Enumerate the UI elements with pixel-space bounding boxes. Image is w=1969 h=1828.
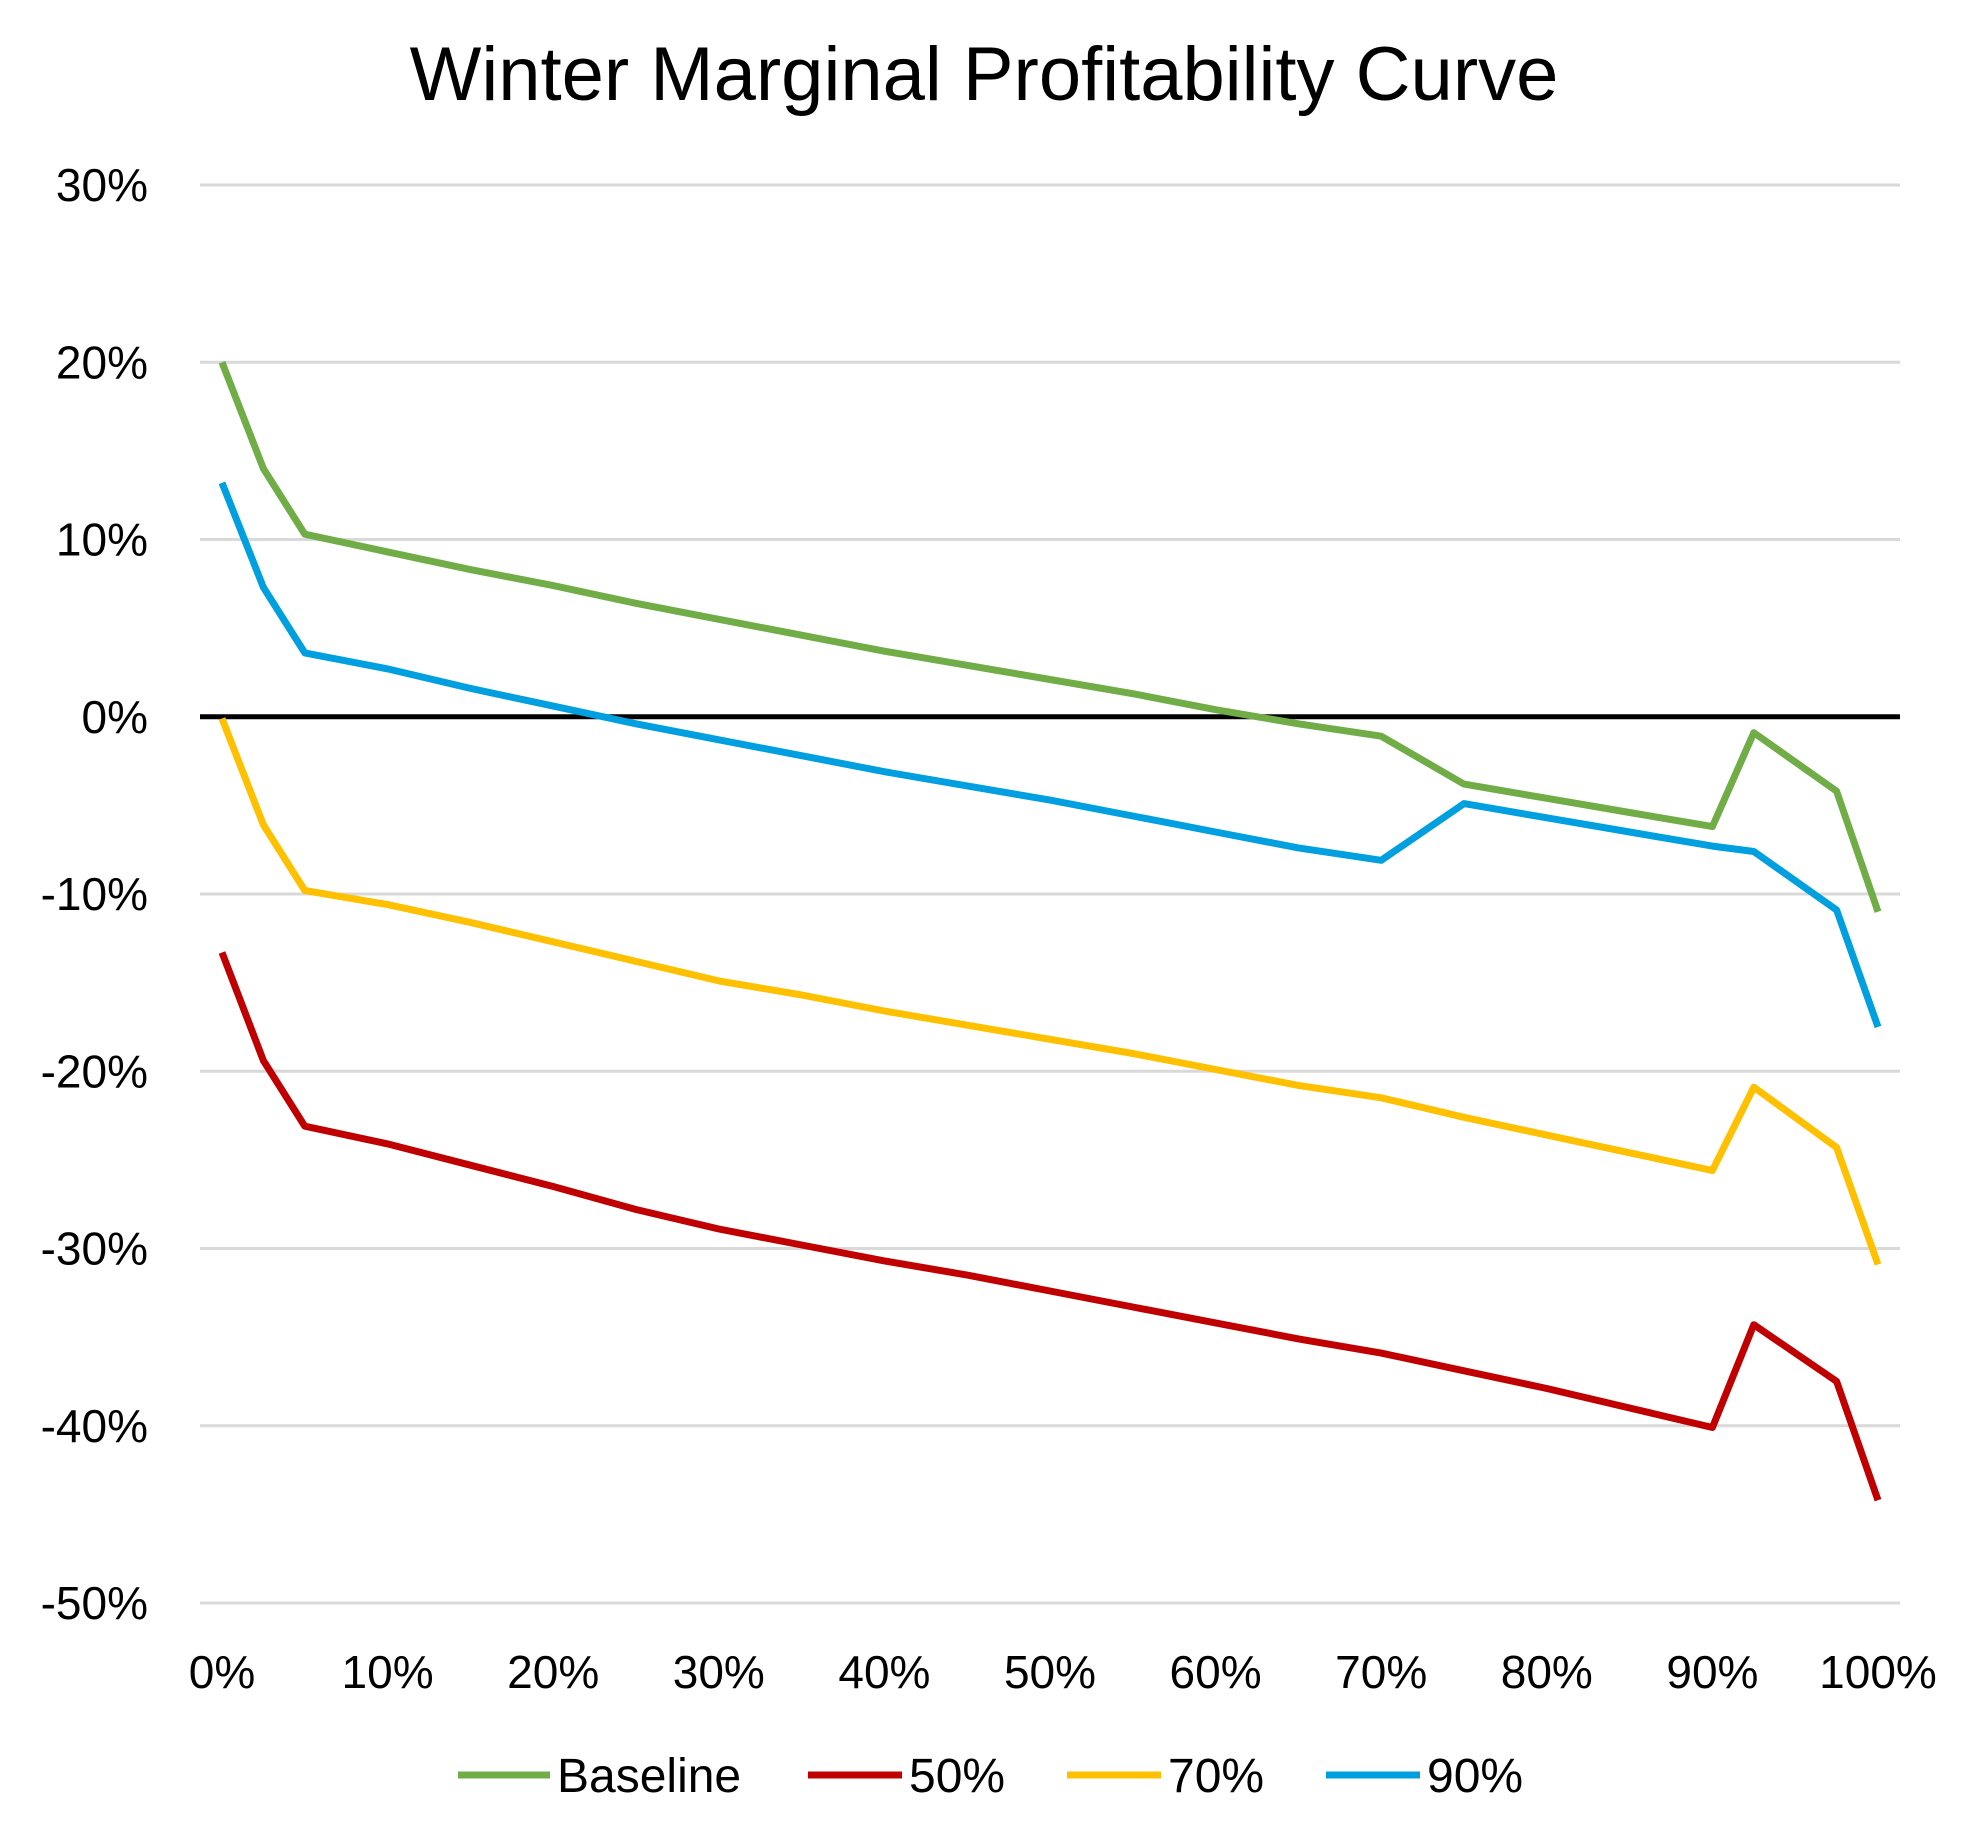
legend-label-50pct: 50% bbox=[909, 1750, 1005, 1803]
x-tick-label: 20% bbox=[507, 1646, 599, 1698]
gridlines bbox=[200, 183, 1900, 1605]
x-tick-label: 50% bbox=[1004, 1646, 1096, 1698]
series-line-90pct bbox=[218, 481, 1882, 1029]
y-tick-label: -40% bbox=[41, 1400, 148, 1452]
x-tick-label: 0% bbox=[189, 1646, 255, 1698]
legend-label-70pct: 70% bbox=[1168, 1750, 1264, 1803]
y-tick-label: 0% bbox=[82, 691, 148, 743]
x-tick-label: 90% bbox=[1666, 1646, 1758, 1698]
y-tick-label: 30% bbox=[56, 159, 148, 211]
x-tick-label: 60% bbox=[1170, 1646, 1262, 1698]
x-axis-ticks: 0% 10% 20% 30% 40% 50% 60% 70% 80% 90% 100% bbox=[189, 1646, 1937, 1698]
series-lines bbox=[218, 361, 1882, 1502]
y-tick-label: -10% bbox=[41, 868, 148, 920]
legend: Baseline 50% 70% 90% bbox=[458, 1750, 1523, 1803]
y-tick-label: 20% bbox=[56, 336, 148, 388]
y-tick-label: -50% bbox=[41, 1577, 148, 1629]
x-tick-label: 30% bbox=[673, 1646, 765, 1698]
series-line-50pct bbox=[218, 951, 1882, 1502]
y-tick-label: 10% bbox=[56, 514, 148, 566]
y-tick-label: -20% bbox=[41, 1045, 148, 1097]
x-tick-label: 10% bbox=[342, 1646, 434, 1698]
y-axis-ticks: 30% 20% 10% 0% -10% -20% -30% -40% -50% bbox=[41, 159, 148, 1629]
chart-title: Winter Marginal Profitability Curve bbox=[410, 32, 1559, 117]
y-tick-label: -30% bbox=[41, 1223, 148, 1275]
series-line-70pct bbox=[218, 717, 1882, 1266]
legend-label-baseline: Baseline bbox=[557, 1750, 741, 1803]
x-tick-label: 80% bbox=[1501, 1646, 1593, 1698]
series-line-baseline bbox=[218, 361, 1882, 913]
legend-label-90pct: 90% bbox=[1427, 1750, 1523, 1803]
x-tick-label: 40% bbox=[838, 1646, 930, 1698]
x-tick-label: 70% bbox=[1335, 1646, 1427, 1698]
x-tick-label: 100% bbox=[1819, 1646, 1937, 1698]
